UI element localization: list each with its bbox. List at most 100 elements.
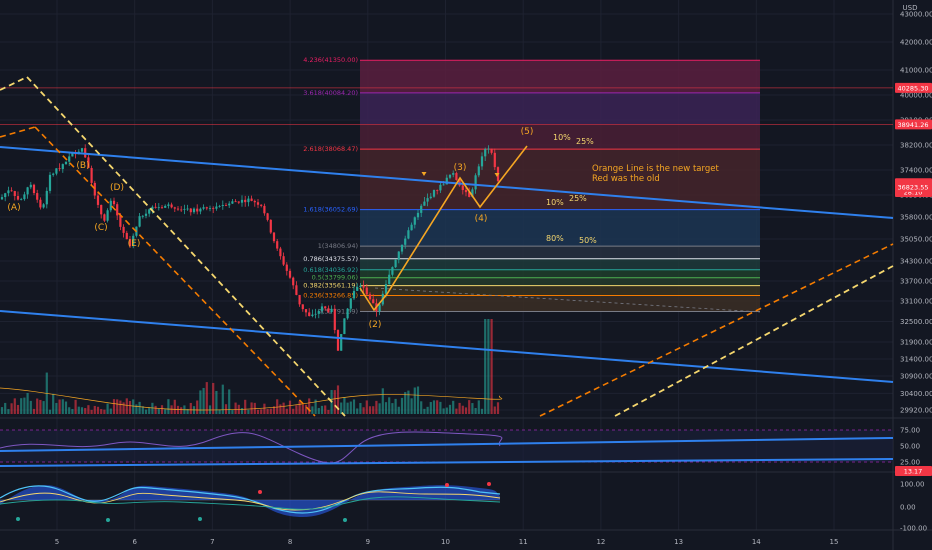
- volume-bar-120: [384, 402, 388, 414]
- time-tick-10: 15: [830, 538, 839, 546]
- volume-bar-75: [240, 407, 244, 414]
- volume-bar-55: [176, 405, 180, 414]
- volume-bar-40: [128, 400, 132, 414]
- price-tag-bg-5: [895, 181, 932, 192]
- candle-body-131: [420, 205, 423, 213]
- volume-bar-135: [432, 400, 436, 414]
- candle-body-26: [84, 148, 87, 158]
- volume-bar-77: [247, 409, 250, 414]
- time-tick-5: 10: [441, 538, 450, 546]
- candle-body-30: [96, 195, 100, 205]
- volume-bar-63: [202, 387, 205, 414]
- price-tick-3: 31400.00: [900, 356, 932, 364]
- volume-bar-143: [458, 402, 461, 414]
- time-tick-4: 9: [366, 538, 370, 546]
- price-axis[interactable]: USD 29920.00 30400.00 30900.00 31400.00 31900…: [895, 4, 932, 533]
- price-tick-9: 35050.00: [900, 236, 932, 244]
- volume-bar-33: [106, 403, 109, 414]
- candle-body-113: [362, 285, 365, 288]
- candle-body-118: [378, 304, 381, 312]
- candle-body-144: [461, 185, 464, 191]
- volume-bar-134: [429, 402, 432, 414]
- candle-body-33: [106, 210, 109, 221]
- volume-bar-18: [58, 399, 61, 414]
- candle-body-71: [228, 203, 231, 206]
- volume-bar-114: [365, 400, 368, 414]
- candle-body-60: [192, 208, 196, 213]
- price-tag-bg-0: [895, 82, 932, 93]
- time-tick-7: 12: [596, 538, 605, 546]
- time-axis[interactable]: 5 6 7 8 9 10 11 12 13 14 15: [55, 538, 839, 546]
- price-tag-4: 28:10: [904, 189, 923, 197]
- candle-body-50: [160, 207, 164, 209]
- rsi-band: [0, 430, 893, 462]
- wave-projection: [359, 145, 528, 312]
- currency-label: USD: [903, 4, 918, 12]
- price-tick-5: 32500.00: [900, 318, 932, 326]
- candle-body-38: [122, 226, 125, 233]
- candle-body-99: [317, 310, 320, 314]
- volume-bar-126: [404, 392, 407, 414]
- volume-bar-8: [26, 393, 29, 414]
- volume-bar-117: [375, 400, 378, 414]
- candle-body-106: [340, 334, 343, 351]
- volume-ma: [0, 387, 503, 411]
- candle-body-13: [42, 204, 45, 208]
- candle-body-129: [413, 217, 416, 225]
- price-tag-bg-1: [895, 119, 932, 130]
- price-tick-7: 33700.00: [900, 278, 932, 286]
- volume-bar-138: [442, 408, 445, 414]
- volume-bar-1: [4, 402, 7, 414]
- candle-body-126: [404, 238, 407, 245]
- wave-label-0: (A): [7, 203, 20, 213]
- candles: [0, 144, 500, 351]
- candle-body-73: [234, 201, 237, 203]
- volume-bar-68: [218, 409, 221, 414]
- volume-bar-101: [324, 405, 327, 414]
- candle-body-130: [416, 212, 420, 218]
- candle-body-18: [58, 168, 61, 170]
- price-tick-18: 43000.00: [900, 11, 932, 19]
- volume-bar-132: [423, 408, 426, 414]
- candle-body-17: [55, 168, 58, 174]
- candle-body-120: [384, 284, 388, 294]
- volume-bar-129: [413, 387, 416, 414]
- wave-label-7: (4): [475, 214, 488, 224]
- wave-label-3: (D): [110, 183, 124, 193]
- candle-body-62: [199, 208, 202, 212]
- candle-body-127: [407, 230, 410, 239]
- volume-bar-85: [272, 406, 276, 414]
- wave-label-4: (E): [128, 239, 141, 249]
- volume-bar-112: [359, 403, 362, 414]
- candle-body-12: [39, 199, 42, 208]
- candle-body-32: [103, 214, 106, 221]
- candle-body-22: [71, 152, 74, 157]
- candle-body-27: [87, 157, 90, 168]
- candle-body-89: [285, 264, 288, 271]
- osc-dot-green-0: [106, 518, 110, 522]
- volume-bar-45: [144, 409, 148, 414]
- wave-label-2: (C): [94, 223, 107, 233]
- volume-bar-110: [352, 399, 356, 414]
- volume-bar-139: [445, 407, 448, 414]
- volume-bar-94: [301, 404, 304, 414]
- volume-bar-146: [468, 400, 471, 414]
- annotation-line-0: Orange Line is the new target: [592, 164, 719, 174]
- candle-body-96: [308, 312, 311, 317]
- candle-body-85: [272, 232, 276, 242]
- volume-bar-46: [148, 407, 151, 414]
- volume-bar-88: [282, 402, 285, 414]
- volume-bar-67: [215, 390, 218, 414]
- grey-dotted-line: [374, 287, 761, 313]
- candle-body-148: [474, 175, 477, 190]
- volume-bar-48: [154, 405, 157, 414]
- osc-area: [0, 485, 500, 518]
- candle-body-128: [410, 224, 413, 231]
- candle-body-151: [484, 148, 487, 157]
- candle-body-87: [279, 248, 282, 257]
- candle-body-44: [141, 215, 144, 217]
- rsi-pane: [0, 429, 894, 467]
- volume-bar-81: [260, 409, 263, 414]
- candle-body-68: [218, 206, 221, 207]
